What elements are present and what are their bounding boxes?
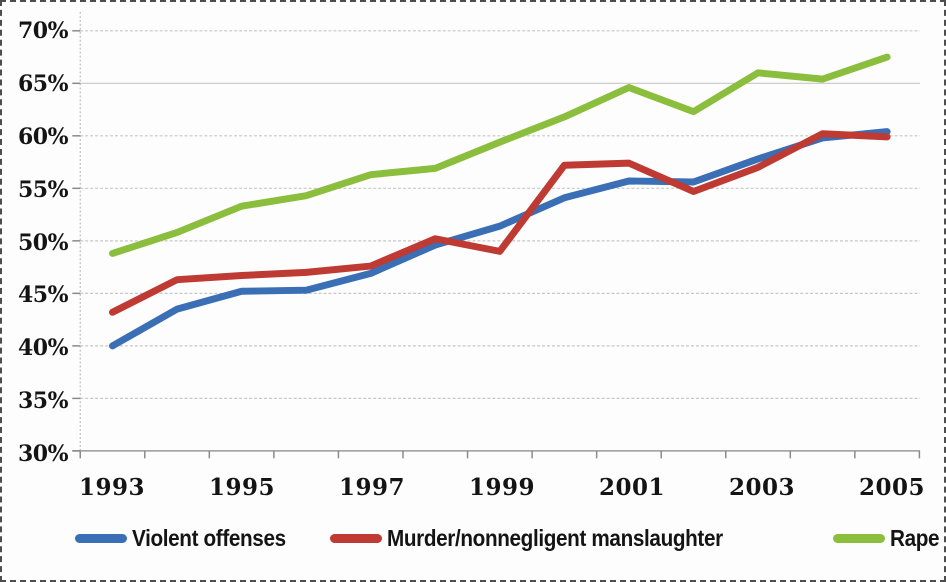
x-tick-label: 1995 (208, 474, 275, 501)
y-tick-label: 60% (17, 123, 69, 150)
y-tick-label: 35% (17, 388, 69, 415)
y-tick-label: 65% (17, 70, 69, 97)
x-tick-label: 2001 (598, 474, 665, 501)
series-line-murder-nonnegligent-manslaughter (109, 130, 891, 316)
y-tick-label: 50% (17, 229, 69, 256)
x-tick-label: 1997 (338, 474, 405, 501)
x-tick-label: 1999 (468, 474, 535, 501)
y-tick-label: 30% (17, 441, 69, 467)
x-tick-label: 2003 (728, 474, 795, 501)
x-tick-label: 2005 (858, 474, 925, 501)
y-tick-label: 40% (17, 335, 69, 362)
y-tick-label: 70% (17, 18, 69, 44)
x-tick-label: 1993 (78, 474, 145, 501)
series-line-rape (109, 53, 891, 257)
y-tick-label: 55% (17, 176, 69, 203)
y-tick-label: 45% (17, 282, 69, 309)
series-line-violent-offenses (109, 128, 891, 350)
